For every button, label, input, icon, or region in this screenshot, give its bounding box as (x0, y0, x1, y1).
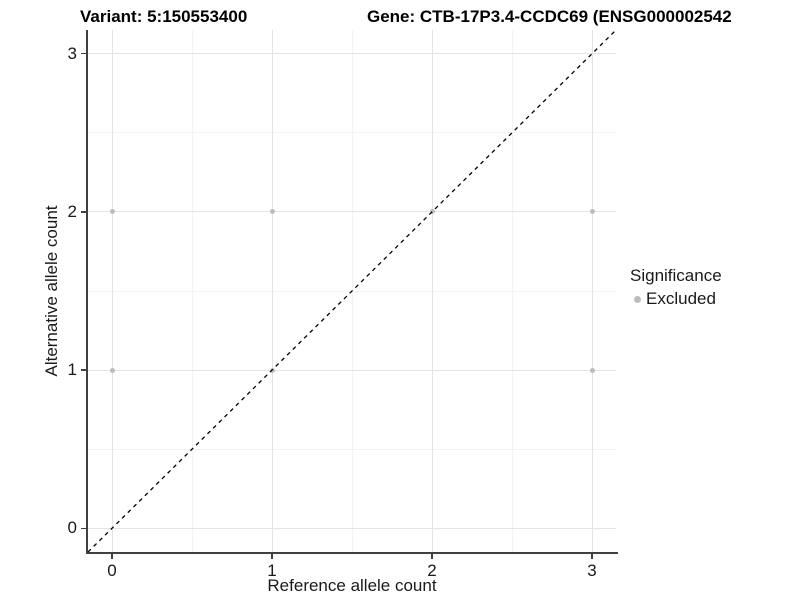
y-tick-mark (81, 527, 86, 530)
y-tick-label: 3 (67, 43, 77, 63)
grid-major-v (591, 30, 593, 552)
y-tick-mark (81, 52, 86, 55)
x-axis-title: Reference allele count (267, 576, 437, 595)
x-tick-mark (431, 554, 433, 559)
y-tick-mark (81, 369, 86, 371)
grid-major-v (271, 30, 273, 552)
x-tick-label: 1 (267, 561, 277, 580)
plot-title-variant: Variant: 5:150553400 (80, 7, 248, 26)
legend-entry-label: Excluded (646, 289, 716, 308)
y-tick-label: 0 (67, 518, 77, 538)
legend-title: Significance (630, 266, 722, 285)
y-axis-title: Alternative allele count (42, 205, 61, 377)
grid-major-h (88, 53, 616, 55)
grid-minor-v (511, 30, 513, 552)
y-axis-line (86, 30, 88, 554)
grid-major-v (111, 30, 113, 552)
data-point-excluded (269, 209, 275, 215)
x-axis-line (86, 552, 618, 554)
x-tick-label: 0 (107, 561, 117, 580)
legend-dot-icon (634, 295, 641, 303)
grid-minor-h (88, 132, 616, 134)
x-tick-mark (111, 554, 113, 559)
grid-major-h (88, 527, 616, 529)
y-tick-label: 2 (67, 201, 77, 221)
x-tick-label: 3 (587, 561, 597, 580)
x-tick-mark (271, 554, 273, 559)
y-tick-mark (81, 211, 86, 213)
grid-major-v (431, 30, 433, 552)
plot-panel: 0 1 2 3 0 1 2 3 (68, 29, 618, 580)
plot-title-gene: Gene: CTB-17P3.4-CCDC69 (ENSG000002542 (367, 7, 732, 26)
legend: Significance Excluded (630, 266, 722, 309)
y-tick-label: 1 (67, 360, 77, 380)
grid-major-h (88, 211, 616, 213)
identity-line (87, 29, 617, 553)
data-point-excluded (589, 367, 595, 373)
data-point-excluded (109, 209, 115, 215)
grid-major-h (88, 369, 616, 371)
data-point-excluded (109, 367, 115, 373)
data-point-excluded (589, 209, 595, 215)
x-tick-label: 2 (427, 561, 437, 580)
legend-entry-excluded: Excluded (634, 289, 722, 309)
x-tick-mark (591, 554, 593, 559)
